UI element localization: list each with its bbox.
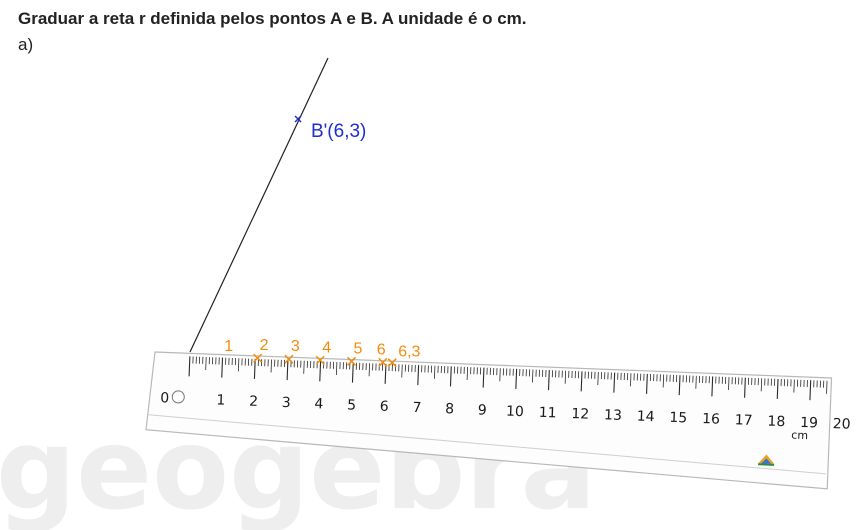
ruler-tick <box>809 380 812 401</box>
ruler-tick <box>286 360 289 381</box>
ruler-tick <box>188 356 191 377</box>
ruler-tick <box>482 367 485 388</box>
ruler-number: 14 <box>636 409 655 426</box>
graduation-label: 1 <box>224 338 233 355</box>
ruler-tick <box>744 377 746 398</box>
ruler-tick <box>351 362 354 383</box>
ruler-tick <box>221 357 224 378</box>
ruler-ticks <box>188 356 828 401</box>
ruler-zero-circle-icon[interactable] <box>171 390 185 404</box>
ruler-tick <box>449 366 452 387</box>
ruler-number: 1 <box>216 392 226 408</box>
graduation-mark[interactable] <box>253 353 263 363</box>
ruler-number: 9 <box>478 402 488 418</box>
ruler-unit-label: cm <box>791 428 808 442</box>
ruler-tick <box>613 372 616 393</box>
ruler-tick <box>319 361 322 382</box>
ruler-tick <box>384 363 387 384</box>
graduation-marks: 1 2 3 4 5 6 6,3 <box>224 337 421 368</box>
ruler-number: 12 <box>571 406 589 423</box>
line-r[interactable] <box>189 57 329 353</box>
ruler-numbers: 1 2 3 4 5 6 7 8 9 10 11 12 13 14 15 16 17 18 19 20 <box>216 392 851 432</box>
graduation-mark[interactable] <box>378 357 388 367</box>
ruler-number: 2 <box>249 394 259 410</box>
ruler-tick <box>547 370 550 391</box>
ruler-number: 19 <box>800 415 818 432</box>
ruler-number: 13 <box>604 407 622 424</box>
ruler-number: 7 <box>412 400 422 416</box>
graduation-mark[interactable] <box>387 358 397 368</box>
ruler-number: 8 <box>445 401 455 417</box>
graduation-label: 2 <box>260 337 269 354</box>
graduation-label: 6,3 <box>398 344 420 361</box>
ruler-zero-label: 0 <box>160 390 170 406</box>
ruler-tick <box>646 373 648 394</box>
ruler-number: 10 <box>506 404 524 421</box>
ruler-tick <box>580 371 583 392</box>
ruler[interactable]: 1 2 3 4 5 6 7 8 9 10 11 12 13 14 15 16 17 18 19 20 0 cm <box>145 351 853 490</box>
ruler-number: 16 <box>702 411 721 428</box>
ruler-number: 5 <box>347 397 357 413</box>
graduation-label: 5 <box>354 340 363 357</box>
graduation-label: 4 <box>322 339 331 356</box>
ruler-tick <box>678 375 681 396</box>
graduation-label: 6 <box>377 341 386 358</box>
ruler-tick <box>417 365 420 386</box>
ruler-number: 17 <box>734 412 752 429</box>
geogebra-ruler-logo-icon <box>758 454 775 466</box>
ruler-number: 18 <box>767 414 785 431</box>
ruler-body[interactable] <box>145 351 833 490</box>
ruler-number: 11 <box>538 405 556 422</box>
point-b-label: B'(6,3) <box>311 121 366 142</box>
graduation-label: 3 <box>291 338 300 355</box>
ruler-number: 20 <box>833 416 851 433</box>
ruler-tick <box>253 358 256 379</box>
ruler-tick <box>711 376 714 397</box>
ruler-tick <box>776 378 779 399</box>
ruler-number: 15 <box>669 410 687 427</box>
ruler-tick <box>515 368 518 389</box>
part-label: a) <box>18 35 34 54</box>
graduation-mark[interactable] <box>346 356 357 366</box>
instruction-text: Graduar a reta r definida pelos pontos A… <box>18 9 527 28</box>
ruler-bevel-line <box>148 414 826 475</box>
graduation-mark[interactable] <box>284 354 294 364</box>
ruler-number: 4 <box>314 396 324 412</box>
ruler-number: 3 <box>281 395 291 411</box>
point-b-marker[interactable] <box>294 115 302 123</box>
ruler-number: 6 <box>379 399 389 415</box>
graduation-mark[interactable] <box>315 355 325 365</box>
